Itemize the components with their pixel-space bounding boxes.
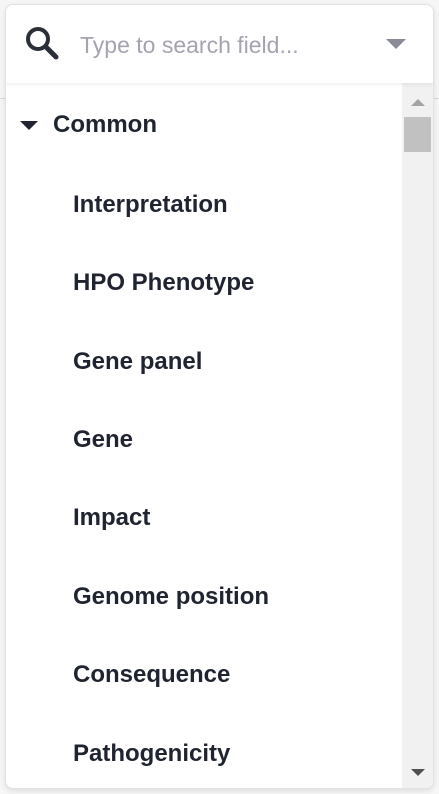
field-item-gene[interactable]: Gene [6, 412, 402, 472]
field-label: Impact [73, 504, 151, 531]
scroll-up-arrow-icon[interactable] [411, 99, 425, 106]
vertical-scrollbar[interactable] [402, 83, 433, 788]
field-item-interpretation[interactable]: Interpretation [6, 177, 402, 237]
field-select-dropdown: Common Interpretation HPO Phenotype Gene… [5, 4, 434, 789]
search-icon [24, 25, 60, 61]
search-bar [6, 5, 433, 83]
chevron-down-icon[interactable] [386, 39, 406, 49]
search-input[interactable] [80, 27, 370, 63]
scrollbar-thumb[interactable] [404, 117, 431, 152]
field-item-pathogenicity[interactable]: Pathogenicity [6, 726, 402, 786]
field-label: Genome position [73, 583, 270, 610]
field-label: Gene [73, 426, 134, 453]
group-header-common[interactable]: Common [6, 101, 402, 149]
field-item-genome-position[interactable]: Genome position [6, 569, 402, 629]
group-label: Common [53, 111, 157, 138]
field-item-hpo-phenotype[interactable]: HPO Phenotype [6, 255, 402, 315]
caret-down-icon [20, 121, 38, 130]
field-item-gene-panel[interactable]: Gene panel [6, 334, 402, 394]
scroll-down-arrow-icon[interactable] [411, 769, 425, 776]
field-item-consequence[interactable]: Consequence [6, 647, 402, 707]
field-list: Common Interpretation HPO Phenotype Gene… [6, 83, 402, 788]
field-label: Interpretation [73, 191, 228, 218]
field-label: Gene panel [73, 348, 203, 375]
field-label: HPO Phenotype [73, 269, 255, 296]
field-label: Pathogenicity [73, 740, 231, 767]
field-label: Consequence [73, 661, 231, 688]
field-item-impact[interactable]: Impact [6, 490, 402, 550]
